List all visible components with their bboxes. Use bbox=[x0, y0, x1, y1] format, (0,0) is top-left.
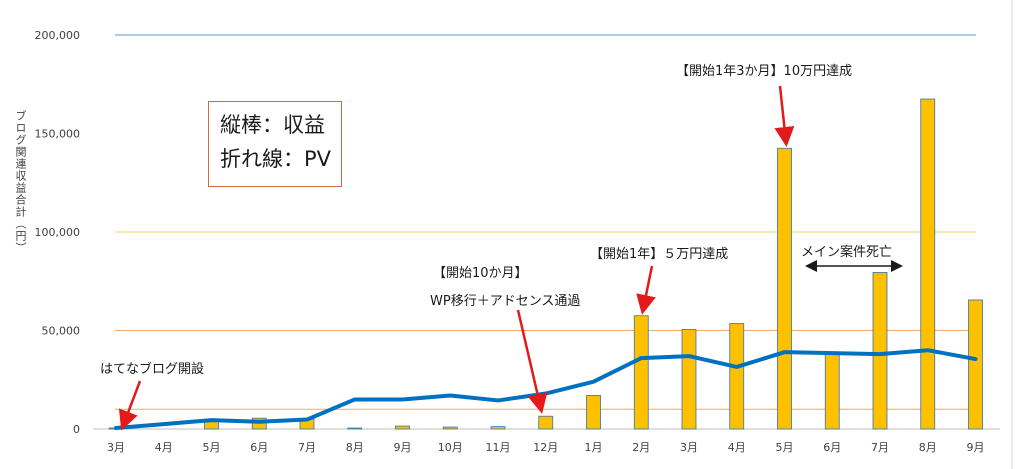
x-tick-label: 3月 bbox=[680, 441, 698, 454]
x-tick-label: 2月 bbox=[632, 441, 650, 454]
x-tick-label: 1月 bbox=[585, 441, 603, 454]
x-tick-label: 8月 bbox=[346, 441, 364, 454]
x-tick-label: 5月 bbox=[203, 441, 221, 454]
bar bbox=[824, 353, 840, 430]
bar bbox=[538, 415, 554, 430]
y-tick-label: 0 bbox=[73, 423, 80, 436]
annotation-year1-3: 【開始1年3か月】10万円達成 bbox=[676, 64, 852, 79]
legend-bars-label: 縦棒：収益 bbox=[220, 113, 325, 137]
bar bbox=[490, 426, 506, 430]
legend-line-label: 折れ線：PV bbox=[220, 147, 332, 171]
x-tick-label: 7月 bbox=[298, 441, 316, 454]
annotation-hatena: はてなブログ開設 bbox=[100, 361, 204, 377]
arrow-hatena bbox=[118, 380, 142, 431]
x-tick-label: 6月 bbox=[250, 441, 268, 454]
arrow-wp bbox=[516, 309, 548, 414]
y-tick-label: 50,000 bbox=[42, 325, 81, 338]
bar bbox=[968, 299, 983, 430]
y-tick-label: 200,000 bbox=[35, 29, 81, 42]
x-tick-label: 12月 bbox=[533, 441, 558, 454]
bar bbox=[681, 329, 697, 430]
y-tick-label: 100,000 bbox=[35, 226, 81, 239]
legend-box: 縦棒：収益 折れ線：PV bbox=[208, 101, 342, 187]
bar bbox=[347, 427, 363, 430]
x-tick-label: 5月 bbox=[776, 441, 794, 454]
annotation-year1: 【開始1年】５万円達成 bbox=[590, 247, 728, 262]
bar bbox=[872, 271, 888, 430]
bar bbox=[920, 98, 936, 430]
annotation-wp-line1: 【開始10か月】 bbox=[433, 266, 528, 281]
x-tick-label: 3月 bbox=[107, 441, 125, 454]
annotation-wp-line2: WP移行＋アドセンス通過 bbox=[430, 294, 580, 309]
bar bbox=[395, 425, 410, 430]
x-tick-label: 9月 bbox=[394, 441, 412, 454]
arrow-year1 bbox=[636, 265, 656, 315]
y-tick-label: 150,000 bbox=[35, 128, 81, 141]
bar bbox=[729, 323, 745, 430]
x-tick-label: 9月 bbox=[967, 441, 985, 454]
x-tick-label: 7月 bbox=[871, 441, 889, 454]
x-tick-label: 10月 bbox=[438, 441, 463, 454]
bar bbox=[777, 147, 792, 430]
annotation-main-dead: メイン案件死亡 bbox=[801, 245, 892, 260]
arrow-year1-3 bbox=[774, 85, 795, 147]
x-tick-label: 11月 bbox=[486, 441, 511, 454]
x-tick-label: 6月 bbox=[823, 441, 841, 454]
bar bbox=[442, 426, 458, 430]
x-tick-label: 4月 bbox=[728, 441, 746, 454]
x-tick-label: 4月 bbox=[155, 441, 173, 454]
bar bbox=[633, 315, 649, 430]
x-tick-label: 8月 bbox=[919, 441, 937, 454]
bar bbox=[586, 395, 601, 430]
y-axis-label: ブログ関連収益合計（円） bbox=[14, 110, 27, 254]
